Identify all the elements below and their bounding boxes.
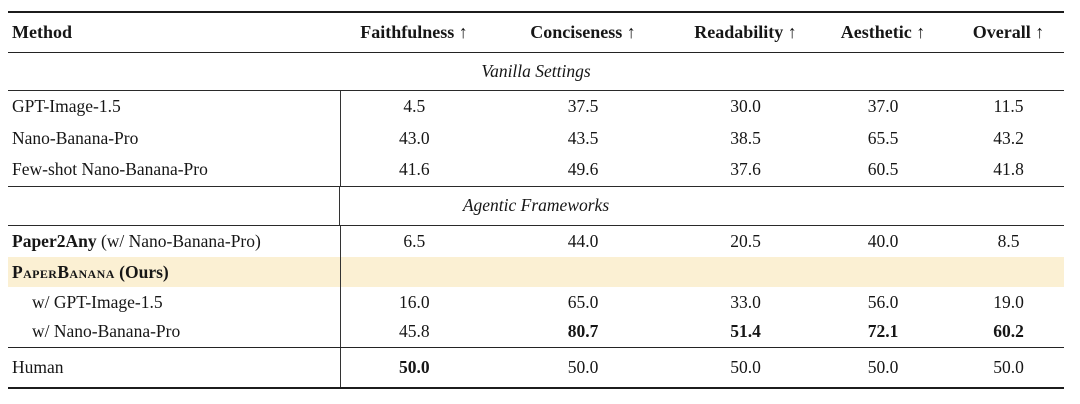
method-cell: GPT-Image-1.5 — [8, 90, 341, 122]
method-name: Human — [12, 356, 64, 377]
score-cell-readability: 33.0 — [730, 291, 761, 312]
col-header-overall: Overall ↑ — [953, 12, 1064, 53]
score-cell-conciseness: 43.5 — [567, 127, 599, 148]
score-cell-conciseness: 49.6 — [488, 154, 678, 187]
evaluation-table: Method Faithfulness ↑ Conciseness ↑ Read… — [8, 11, 1064, 389]
row-w-nano-banana-pro: w/ Nano-Banana-Pro 45.8 80.7 51.4 72.1 6… — [8, 317, 1064, 348]
col-header-readability: Readability ↑ — [678, 12, 813, 53]
method-name: Few-shot Nano-Banana-Pro — [12, 159, 208, 180]
row-human: Human 50.0 50.0 50.0 50.0 50.0 — [8, 347, 1064, 388]
score-cell-conciseness: 44.0 — [567, 230, 599, 251]
method-suffix: (w/ Nano-Banana-Pro) — [96, 230, 261, 251]
score-cell-readability: 50.0 — [730, 356, 761, 377]
score-cell-overall: 60.2 — [953, 317, 1064, 348]
row-gpt-image-15: GPT-Image-1.5 4.5 37.5 30.0 37.0 11.5 — [8, 90, 1064, 122]
method-cell: PaperBanana (Ours) — [8, 257, 341, 287]
method-cell: Nano-Banana-Pro — [8, 122, 341, 154]
method-cell: Human — [8, 347, 341, 388]
method-name: w/ Nano-Banana-Pro — [32, 321, 181, 342]
score-cell-readability: 38.5 — [730, 127, 761, 148]
method-suffix: (Ours) — [114, 261, 169, 282]
score-cell-faithfulness: 50.0 — [398, 356, 430, 377]
score-cell-conciseness: 65.0 — [567, 291, 599, 312]
score-cell-empty — [678, 257, 813, 287]
score-cell-readability: 51.4 — [678, 317, 813, 348]
score-cell-faithfulness: 41.6 — [340, 154, 488, 187]
col-header-aesthetic: Aesthetic ↑ — [813, 12, 953, 53]
score-cell-conciseness: 37.5 — [567, 95, 599, 116]
score-cell-aesthetic: 50.0 — [867, 356, 899, 377]
score-cell-overall: 8.5 — [997, 230, 1020, 251]
score-cell-overall: 11.5 — [993, 95, 1024, 116]
col-header-faithfulness: Faithfulness ↑ — [340, 12, 488, 53]
row-few-shot-nano-banana-pro: Few-shot Nano-Banana-Pro 41.6 49.6 37.6 … — [8, 154, 1064, 187]
score-cell-faithfulness: 4.5 — [403, 95, 426, 116]
row-nano-banana-pro: Nano-Banana-Pro 43.0 43.5 38.5 65.5 43.2 — [8, 122, 1064, 154]
score-cell-aesthetic: 65.5 — [867, 127, 899, 148]
score-cell-empty — [813, 257, 953, 287]
score-cell-empty — [488, 257, 678, 287]
section-row-agentic-frameworks: Agentic Frameworks — [8, 186, 1064, 226]
score-cell-faithfulness: 45.8 — [340, 317, 488, 348]
score-cell-faithfulness: 43.0 — [398, 127, 430, 148]
method-cell: Paper2Any (w/ Nano-Banana-Pro) — [8, 225, 341, 257]
col-header-method: Method — [8, 12, 340, 53]
score-cell-aesthetic: 56.0 — [867, 291, 899, 312]
score-cell-conciseness: 50.0 — [567, 356, 599, 377]
row-paper2any: Paper2Any (w/ Nano-Banana-Pro) 6.5 44.0 … — [8, 225, 1064, 257]
score-cell-faithfulness: 6.5 — [403, 230, 426, 251]
score-cell-readability: 37.6 — [678, 154, 813, 187]
score-cell-empty — [340, 257, 488, 287]
method-name: PaperBanana — [12, 261, 115, 282]
score-cell-faithfulness: 16.0 — [398, 291, 430, 312]
score-cell-aesthetic: 40.0 — [867, 230, 899, 251]
score-cell-readability: 20.5 — [730, 230, 761, 251]
score-cell-aesthetic: 37.0 — [867, 95, 899, 116]
score-cell-readability: 30.0 — [730, 95, 761, 116]
method-name: GPT-Image-1.5 — [12, 95, 121, 116]
method-name: w/ GPT-Image-1.5 — [32, 291, 163, 312]
section-label-agentic-frameworks: Agentic Frameworks — [8, 186, 1064, 226]
score-cell-aesthetic: 60.5 — [813, 154, 953, 187]
score-cell-overall: 43.2 — [993, 127, 1024, 148]
method-cell: w/ GPT-Image-1.5 — [8, 287, 341, 317]
method-cell: w/ Nano-Banana-Pro — [8, 317, 341, 348]
score-cell-overall: 41.8 — [953, 154, 1064, 187]
method-name: Paper2Any — [12, 230, 97, 251]
header-row: Method Faithfulness ↑ Conciseness ↑ Read… — [8, 12, 1064, 53]
method-name: Nano-Banana-Pro — [12, 127, 139, 148]
section-label-vanilla-settings: Vanilla Settings — [8, 52, 1064, 91]
method-cell: Few-shot Nano-Banana-Pro — [8, 154, 341, 187]
results-table: Method Faithfulness ↑ Conciseness ↑ Read… — [8, 11, 1064, 389]
score-cell-overall: 19.0 — [993, 291, 1024, 312]
score-cell-conciseness: 80.7 — [488, 317, 678, 348]
score-cell-aesthetic: 72.1 — [813, 317, 953, 348]
row-w-gpt-image-15: w/ GPT-Image-1.5 16.0 65.0 33.0 56.0 19.… — [8, 287, 1064, 317]
col-header-conciseness: Conciseness ↑ — [488, 12, 678, 53]
score-cell-overall: 50.0 — [993, 356, 1024, 377]
section-row-vanilla-settings: Vanilla Settings — [8, 52, 1064, 91]
row-paperbanana-ours: PaperBanana (Ours) — [8, 257, 1064, 287]
score-cell-empty — [953, 257, 1064, 287]
